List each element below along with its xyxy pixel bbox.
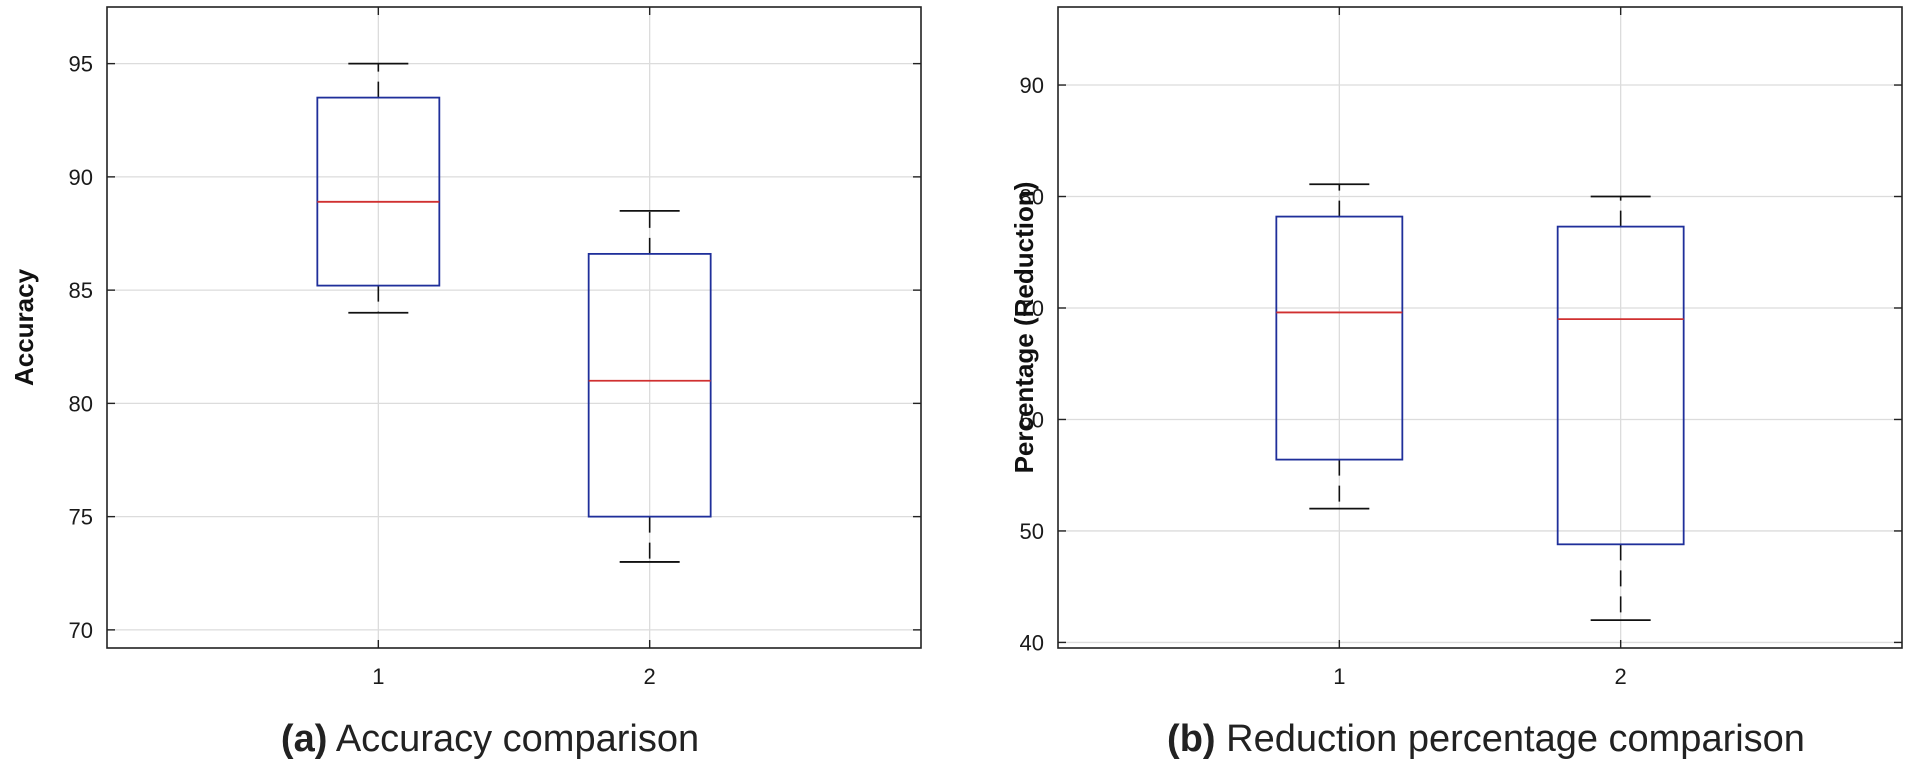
- caption-b-tag: (b): [1167, 718, 1216, 760]
- x-tick-label: 2: [1615, 664, 1627, 689]
- caption-a: (a) Accuracy comparison: [281, 718, 699, 761]
- x-tick-label: 2: [644, 664, 656, 689]
- axes-frame: [106, 6, 922, 649]
- iqr-box: [1556, 225, 1685, 546]
- y-axis-label: Accuracy: [9, 268, 39, 386]
- box-2: [587, 209, 712, 563]
- box-1: [1275, 183, 1404, 510]
- y-tick-label: 80: [1020, 185, 1044, 210]
- y-tick-label: 40: [1020, 630, 1044, 655]
- caption-b-text: Reduction percentage comparison: [1226, 718, 1805, 760]
- y-tick-label: 60: [1020, 407, 1044, 432]
- y-axis-label: Percentage (Reduction): [1009, 182, 1039, 474]
- x-tick-label: 1: [1333, 664, 1345, 689]
- iqr-box: [316, 96, 441, 287]
- iqr-box: [587, 252, 712, 518]
- y-tick-label: 90: [1020, 73, 1044, 98]
- y-tick-label: 95: [69, 52, 93, 77]
- y-tick-label: 70: [69, 618, 93, 643]
- caption-a-text: Accuracy comparison: [335, 718, 700, 760]
- iqr-box: [1275, 215, 1404, 461]
- plot-b: 40 50 60 70 80 90 1 2 Percentage (Reduction): [1009, 6, 1903, 689]
- box-2: [1556, 195, 1685, 622]
- caption-a-tag: (a): [280, 718, 328, 760]
- y-tick-label: 50: [1020, 519, 1044, 544]
- y-tick-label: 85: [69, 278, 93, 303]
- y-tick-label: 70: [1020, 296, 1044, 321]
- y-tick-label: 90: [69, 165, 93, 190]
- y-tick-label: 75: [69, 505, 93, 530]
- y-tick-label: 80: [69, 391, 93, 416]
- axes-frame: [1057, 6, 1903, 649]
- box-1: [316, 62, 441, 314]
- x-tick-label: 1: [372, 664, 384, 689]
- caption-b: (b) Reduction percentage comparison: [1167, 718, 1805, 761]
- plot-a: 70 75 80 85 90 95 1 2 Accuracy: [9, 6, 922, 689]
